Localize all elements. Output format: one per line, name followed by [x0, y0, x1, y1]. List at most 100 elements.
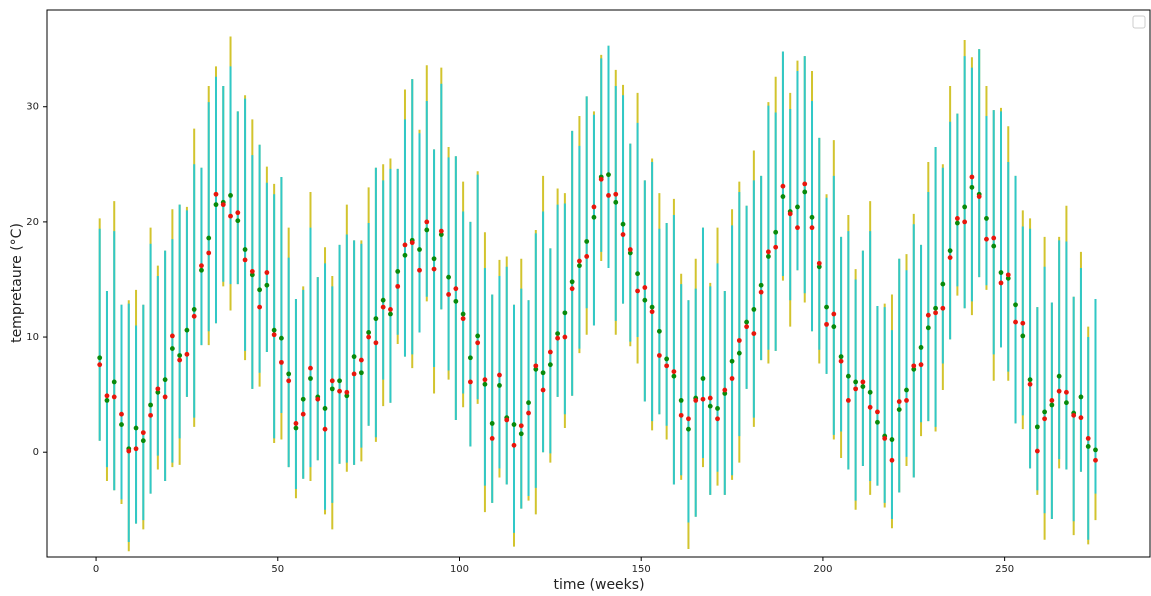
point [678, 412, 684, 418]
point [627, 250, 633, 256]
point [766, 254, 771, 259]
point [213, 202, 219, 208]
point [1093, 447, 1098, 453]
point [824, 321, 829, 327]
point [889, 457, 895, 463]
point [467, 355, 473, 361]
point [511, 422, 517, 427]
point [1093, 457, 1098, 463]
point [235, 210, 241, 216]
point [707, 403, 713, 409]
point [1049, 397, 1055, 403]
point [613, 199, 619, 205]
point [497, 372, 502, 378]
point [853, 379, 859, 385]
plot-frame [46, 9, 1151, 558]
point [671, 369, 677, 374]
y-tick-label: 30 [26, 102, 39, 113]
point [984, 216, 989, 221]
point [249, 269, 255, 274]
point [606, 193, 611, 198]
point [933, 305, 938, 311]
point [584, 239, 590, 244]
point [707, 395, 713, 401]
point [1071, 412, 1077, 418]
point [773, 229, 779, 235]
point [875, 419, 880, 425]
x-tick-label: 50 [271, 564, 284, 575]
point [962, 204, 968, 210]
point [758, 282, 764, 288]
point [700, 376, 706, 381]
point [555, 335, 561, 341]
point [351, 371, 357, 377]
point [845, 373, 851, 379]
point [925, 325, 931, 331]
point [933, 310, 938, 316]
point [1027, 377, 1033, 383]
point [911, 366, 917, 372]
point [998, 280, 1004, 286]
point [104, 397, 110, 403]
point [242, 247, 248, 252]
point [998, 270, 1004, 275]
point [1078, 415, 1084, 421]
point [722, 391, 728, 396]
point [111, 394, 117, 400]
point [954, 220, 960, 226]
point [358, 357, 364, 363]
point [169, 333, 175, 339]
point [547, 349, 553, 355]
point [453, 298, 459, 304]
point [736, 350, 742, 356]
point [504, 417, 510, 423]
point [700, 396, 706, 402]
point [780, 194, 786, 199]
point [831, 324, 837, 330]
point [736, 338, 742, 343]
point [235, 218, 241, 224]
point [904, 387, 909, 393]
point [1020, 333, 1026, 339]
point [591, 204, 597, 210]
point [395, 269, 401, 274]
point [257, 287, 263, 293]
point [431, 256, 437, 262]
point [511, 442, 517, 448]
point [860, 379, 866, 385]
point [569, 279, 575, 285]
point [816, 264, 822, 270]
point [409, 240, 415, 246]
point [264, 282, 270, 288]
point [867, 404, 873, 410]
point [264, 270, 270, 275]
point [620, 221, 626, 227]
point [1042, 416, 1048, 422]
point [591, 214, 597, 220]
y-tick-label: 10 [26, 332, 39, 343]
point [831, 311, 837, 317]
point [489, 421, 495, 426]
point [388, 311, 393, 317]
point [453, 286, 459, 292]
point [1005, 272, 1011, 278]
point [395, 283, 401, 289]
point [526, 400, 531, 406]
point [97, 355, 103, 361]
point [1034, 448, 1040, 454]
point [482, 377, 488, 383]
point [816, 260, 822, 266]
point [904, 397, 909, 403]
point [766, 249, 771, 255]
point [300, 396, 306, 402]
point [656, 353, 662, 358]
point [322, 406, 328, 411]
point [191, 313, 197, 319]
point [722, 387, 728, 393]
point [686, 416, 691, 422]
point [1020, 320, 1026, 326]
point [438, 228, 444, 234]
